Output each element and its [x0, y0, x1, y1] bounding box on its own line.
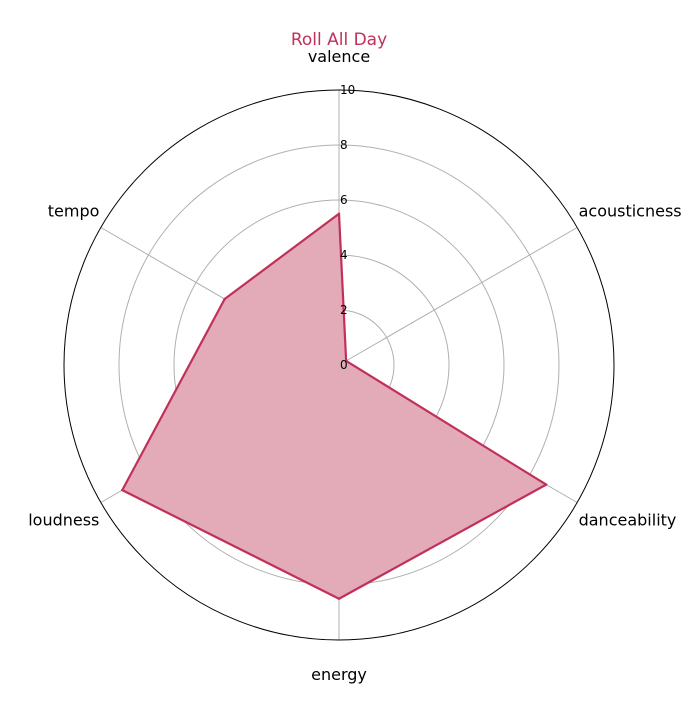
data-point	[337, 212, 341, 215]
axis-label-danceability: danceability	[579, 511, 677, 530]
tick-label: 6	[340, 193, 348, 207]
data-point	[337, 597, 341, 600]
tick-label: 8	[340, 138, 348, 152]
outer-frame	[63, 89, 615, 641]
series-layer	[121, 212, 548, 600]
tick-label: 2	[340, 303, 348, 317]
axis-labels: valence acousticness danceability energy lou…	[28, 47, 681, 684]
series-area	[122, 213, 547, 599]
tick-label: 4	[340, 248, 348, 262]
tick-label: 0	[340, 358, 348, 372]
axis-label-valence: valence	[308, 47, 370, 66]
data-point	[344, 359, 348, 363]
tick-label: 10	[340, 83, 355, 97]
axis-label-energy: energy	[311, 665, 367, 684]
axis-label-tempo: tempo	[48, 202, 100, 221]
chart-title: Roll All Day	[291, 30, 387, 50]
data-point	[121, 488, 124, 492]
tick-labels: 0 2 4 6 8 10	[340, 83, 355, 372]
axis-label-loudness: loudness	[28, 511, 99, 530]
data-point	[223, 297, 226, 301]
axis-label-acousticness: acousticness	[579, 202, 682, 221]
grid-spoke	[338, 227, 578, 366]
data-point	[544, 483, 548, 486]
